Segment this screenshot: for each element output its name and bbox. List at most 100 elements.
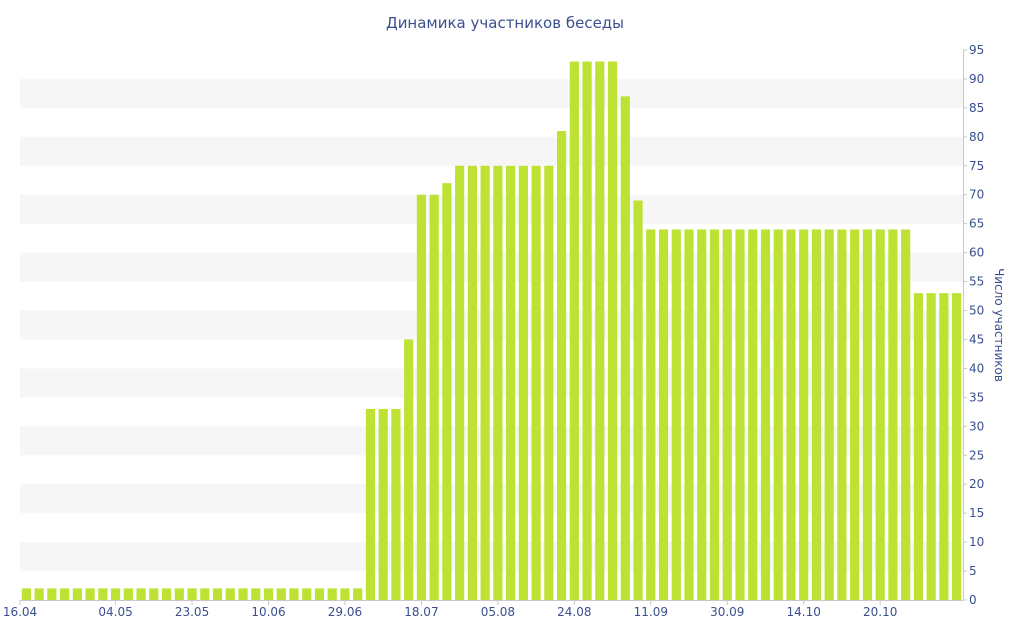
y-tick-label: 60 [969,246,984,260]
grid-bands [20,78,963,572]
bar [455,165,465,601]
bar [85,588,95,600]
bar [72,588,82,600]
x-tick-label: 04.05 [98,605,132,619]
bar [901,229,911,600]
bar [773,229,783,600]
x-axis-ticks: 16.04 04.05 23.05 10.06 29.06 18.07 05.08 24.08… [3,600,897,619]
bar [21,588,31,600]
grid-band [20,136,963,166]
x-tick-label: 29.06 [328,605,362,619]
x-tick-label: 23.05 [175,605,209,619]
bar [480,165,490,601]
bar [760,229,771,600]
bar [442,183,452,600]
chart-title: Динамика участников беседы [386,14,624,32]
bar [506,165,516,601]
y-tick-label: 30 [969,419,984,433]
bar [684,229,694,600]
grid-band [20,484,963,514]
x-tick-label: 11.09 [634,605,668,619]
bar [404,339,414,600]
bar [709,229,720,600]
bar [557,131,567,601]
bar [98,588,108,600]
y-tick-label: 75 [969,159,984,173]
grid-band [20,310,963,340]
bar [187,588,197,600]
bar [276,588,286,600]
bar [926,293,936,600]
bar [748,229,758,600]
y-axis-ticks: 0 5 10 15 20 25 30 35 40 45 50 55 60 65 70 75 80 85 90 95 [963,43,984,607]
bar [799,229,809,600]
bar [60,588,70,600]
bar [620,96,630,600]
bar [225,588,235,600]
bar [633,200,643,600]
bar [302,588,312,600]
bar [161,588,172,600]
x-tick-label: 10.06 [251,605,285,619]
bar [34,588,44,600]
bar [340,588,350,600]
bar [544,165,554,601]
bar [391,408,401,600]
bar [607,61,618,600]
grid-band [20,368,963,398]
bar [658,229,669,600]
bar [531,165,541,601]
y-tick-label: 65 [969,217,984,231]
bar [47,588,57,600]
bar [263,588,274,600]
x-tick-label: 16.04 [3,605,37,619]
bar [289,588,299,600]
x-tick-label: 14.10 [787,605,821,619]
bar [378,408,388,600]
x-tick-label: 05.08 [481,605,515,619]
bar [518,165,528,601]
bar [136,588,146,600]
y-tick-label: 85 [969,101,984,115]
y-tick-label: 20 [969,477,984,491]
grid-band [20,426,963,456]
bar [811,229,822,600]
x-tick-label: 24.08 [557,605,591,619]
y-tick-label: 35 [969,390,984,404]
bar [429,194,439,601]
bar [850,229,860,600]
y-tick-label: 0 [969,593,977,607]
bar [416,194,426,601]
bar [238,588,248,600]
bars [21,61,962,601]
bar [467,165,477,601]
y-axis-title: Число участников [992,268,1006,382]
bar [671,229,681,600]
grid-band [20,252,963,282]
bar [913,293,923,600]
bar [952,293,962,600]
y-tick-label: 40 [969,361,984,375]
bar [875,229,885,600]
bar [327,588,337,600]
y-tick-label: 80 [969,130,984,144]
grid-band [20,194,963,224]
bar [110,588,121,600]
bar [353,588,363,600]
y-tick-label: 95 [969,43,984,57]
bar [646,229,656,600]
y-tick-label: 70 [969,188,984,202]
bar [149,588,159,600]
bar [862,229,873,600]
bar [837,229,847,600]
y-tick-label: 5 [969,564,977,578]
grid-band [20,542,963,572]
bar [174,588,184,600]
x-tick-label: 20.10 [863,605,897,619]
bar [939,293,949,600]
bar [200,588,210,600]
bar [824,229,834,600]
y-tick-label: 10 [969,535,984,549]
x-tick-label: 30.09 [710,605,744,619]
